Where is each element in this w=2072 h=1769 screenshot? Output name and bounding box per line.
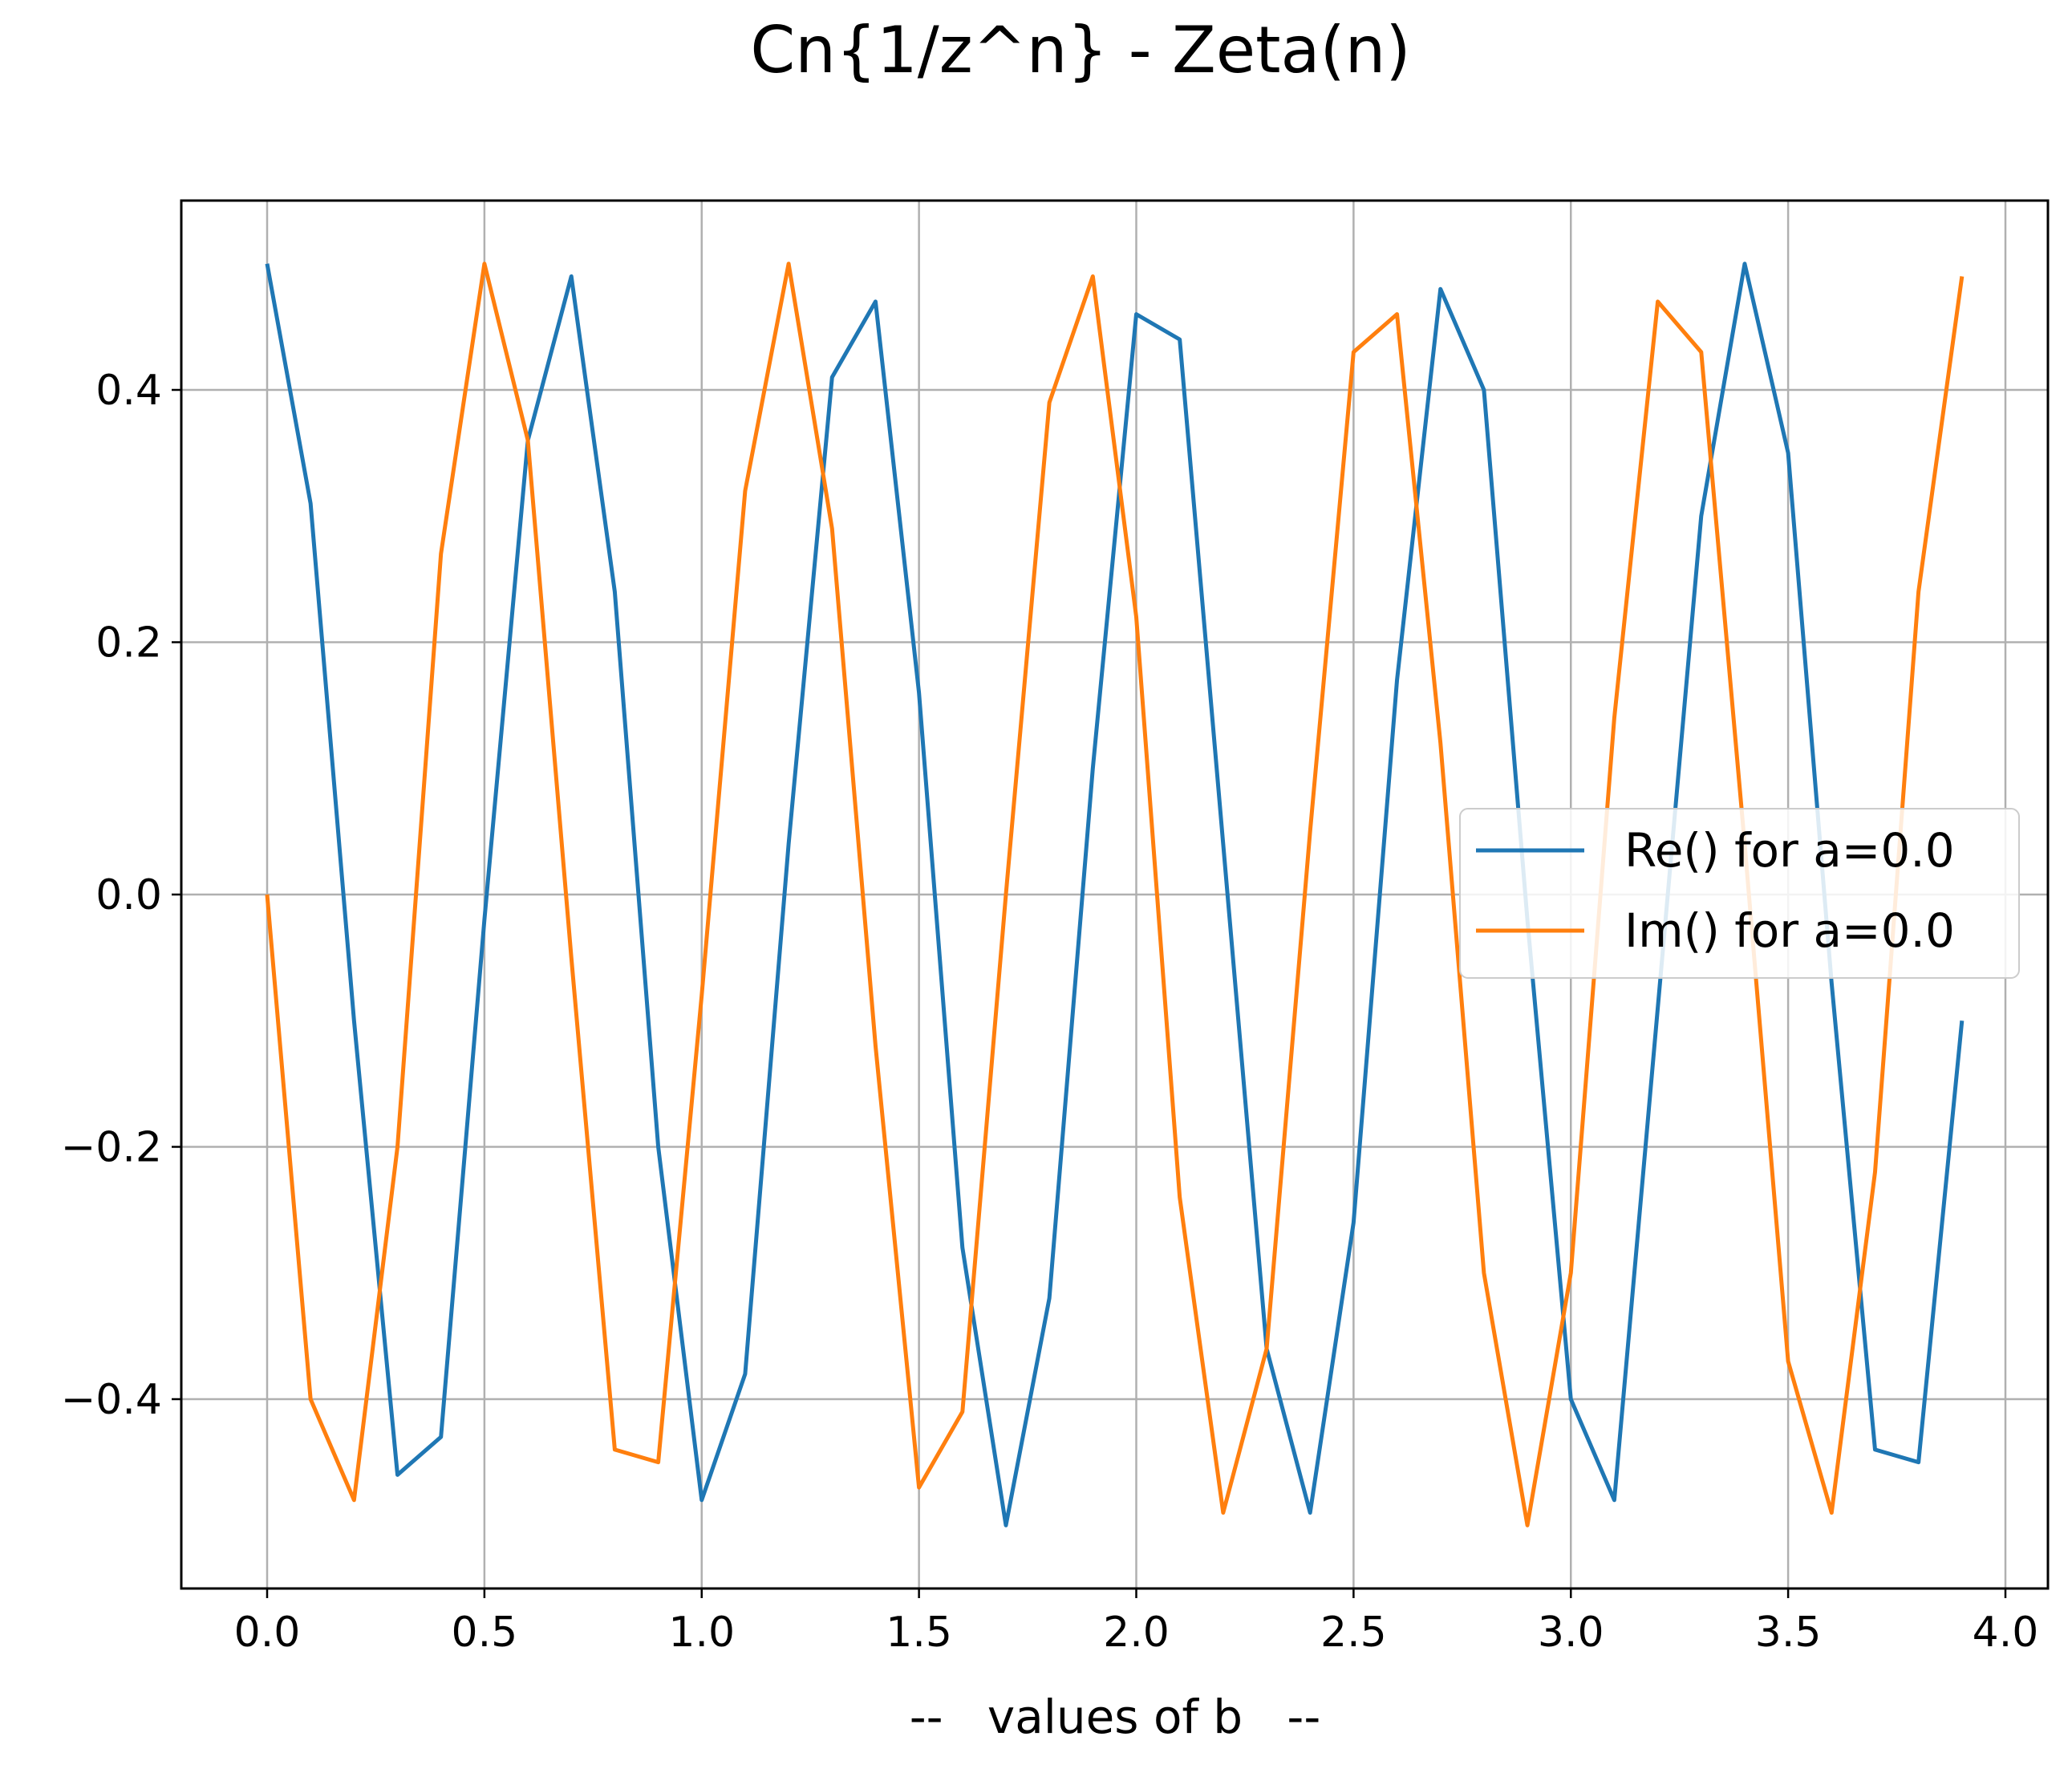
y-tick-label: 0.4 bbox=[95, 367, 162, 415]
y-tick-label: 0.0 bbox=[95, 871, 162, 919]
x-axis-label: -- values of b -- bbox=[910, 1690, 1321, 1744]
x-tick-label: 0.0 bbox=[234, 1609, 301, 1657]
legend-box bbox=[1459, 808, 2020, 979]
y-tick-label: −0.2 bbox=[61, 1124, 162, 1172]
axes-frame bbox=[180, 199, 2050, 1590]
y-tick-label: 0.2 bbox=[95, 619, 162, 667]
x-tick-label: 2.5 bbox=[1320, 1609, 1387, 1657]
legend-label-re: Re() for a=0.0 bbox=[1624, 823, 1955, 878]
y-tick-label: −0.4 bbox=[61, 1376, 162, 1424]
x-tick-label: 1.0 bbox=[668, 1609, 735, 1657]
x-tick-label: 4.0 bbox=[1973, 1609, 2039, 1657]
series-lines bbox=[265, 262, 1965, 1528]
chart-title: Cn{1/z^n} - Zeta(n) bbox=[750, 13, 1410, 87]
grid bbox=[181, 201, 2048, 1588]
ticks: 0.0 0.5 1.0 1.5 2.0 2.5 3.0 3.5 4.0 −0.4 −0.2 0.0 0.… bbox=[61, 367, 2039, 1657]
x-tick-label: 0.5 bbox=[452, 1609, 518, 1657]
legend-label-im: Im() for a=0.0 bbox=[1624, 903, 1955, 958]
x-tick-label: 1.5 bbox=[886, 1609, 952, 1657]
x-tick-label: 2.0 bbox=[1103, 1609, 1170, 1657]
series-line-im bbox=[265, 262, 1965, 1528]
series-line-re bbox=[265, 262, 1965, 1528]
x-tick-label: 3.0 bbox=[1538, 1609, 1604, 1657]
x-tick-label: 3.5 bbox=[1755, 1609, 1822, 1657]
legend: Re() for a=0.0 Im() for a=0.0 bbox=[1459, 808, 2020, 979]
